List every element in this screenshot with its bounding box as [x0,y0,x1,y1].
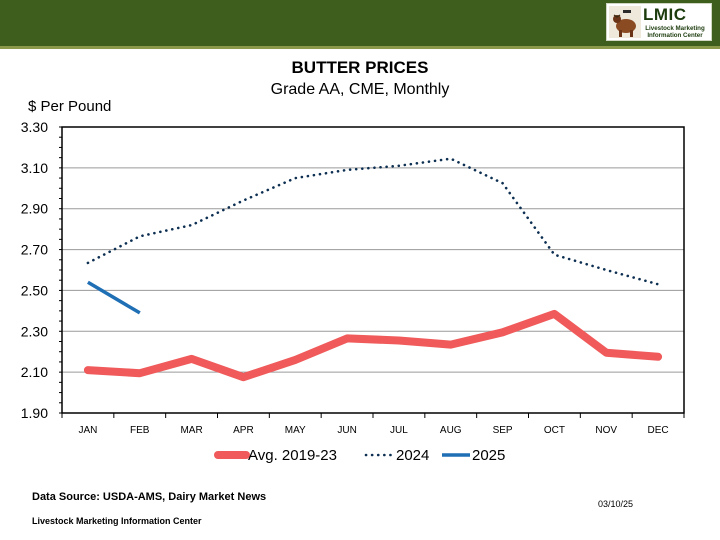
x-tick-label: SEP [493,425,513,436]
logo-subtitle: Livestock Marketing Information Center [645,25,705,39]
x-tick-label: DEC [648,425,669,436]
lmic-logo: LMIC Livestock Marketing Information Cen… [606,3,712,41]
y-tick-label: 2.90 [21,201,48,217]
logo-title: LMIC [643,5,687,24]
x-tick-label: JUL [390,425,408,436]
y-tick-label: 2.50 [21,282,48,298]
y-tick-label: 1.90 [21,405,48,421]
x-tick-label: JUN [337,425,356,436]
chart-subtitle: Grade AA, CME, Monthly [270,81,450,98]
organization-name: Livestock Marketing Information Center [32,516,202,526]
x-tick-label: FEB [130,425,150,436]
top-banner: LMIC Livestock Marketing Information Cen… [0,0,720,49]
series-line-avg-2019-23 [83,309,663,382]
y-tick-label: 2.70 [21,242,48,258]
x-tick-label: JAN [78,425,97,436]
y-tick-label: 3.10 [21,160,48,176]
data-source-note: Data Source: USDA-AMS, Dairy Market News [32,491,267,503]
x-tick-label: APR [233,425,254,436]
series-line-2024 [86,157,660,286]
legend-label: 2025 [472,447,505,464]
report-date: 03/10/25 [598,499,634,509]
legend-label: Avg. 2019-23 [248,447,337,464]
x-tick-label: MAY [285,425,306,436]
x-tick-label: NOV [595,425,617,436]
y-tick-label: 3.30 [21,119,48,135]
x-tick-label: OCT [544,425,565,436]
y-tick-label: 2.30 [21,323,48,339]
legend-label: 2024 [396,447,429,464]
x-tick-label: MAR [180,425,202,436]
chart-title: BUTTER PRICES [291,58,429,77]
series-line-2025 [87,280,141,315]
cattle-logo-icon [609,6,641,38]
y-axis-label: $ Per Pound [28,98,111,115]
y-tick-label: 2.10 [21,364,48,380]
x-tick-label: AUG [440,425,462,436]
